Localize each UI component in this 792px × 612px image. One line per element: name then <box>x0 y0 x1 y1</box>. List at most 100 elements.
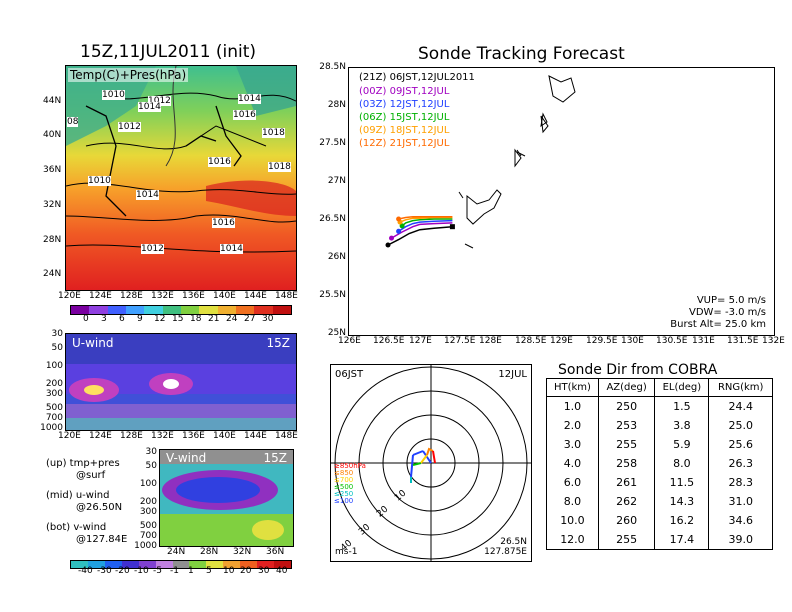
table-cell: 11.5 <box>654 473 710 492</box>
track-line-0 <box>387 225 453 246</box>
height-legend-item: ≤100 <box>334 497 354 505</box>
cbar-tick: 6 <box>119 314 125 324</box>
col-header: HT(km) <box>546 378 599 397</box>
track-legend-3: (06Z) 15JST,12JUL <box>359 112 449 123</box>
table-header-row: HT(km) AZ(deg) EL(deg) RNG(km) <box>546 378 773 397</box>
vwind-x-axis: 24N 28N 32N 36N <box>167 547 300 559</box>
cbar-tick: -20 <box>115 566 130 576</box>
isobar-label: 1012 <box>148 96 171 106</box>
table-row: 8.0 262 14.3 31.0 <box>546 492 773 511</box>
cbar-tick: 40 <box>276 566 288 576</box>
table-cell: 8.0 <box>546 492 599 511</box>
col-header: AZ(deg) <box>597 378 656 397</box>
table-cell: 8.0 <box>654 454 710 473</box>
cbar-tick: -40 <box>78 566 93 576</box>
track-y-tick: 26.5N <box>319 214 346 224</box>
map-lat-tick: 44N <box>43 96 62 106</box>
track-line-5 <box>398 216 453 220</box>
polar-units: ms-1 <box>335 547 358 557</box>
map-lon-tick: 140E <box>213 291 236 301</box>
table-cell: 2.0 <box>546 416 599 435</box>
cbar-tick: 21 <box>208 314 220 324</box>
note-up: (up) tmp+pres <box>46 458 120 469</box>
coastline <box>458 75 576 249</box>
polar-lon: 127.875E <box>484 547 527 557</box>
height-legend-item: ≥850hPa <box>334 462 366 470</box>
legend-label: 18JST,12JUL <box>389 125 450 136</box>
track-plot: (21Z) 06JST,12JUL2011 (00Z) 09JST,12JUL … <box>348 67 775 336</box>
table-cell: 17.4 <box>654 530 710 550</box>
uwind-x-tick: 148E <box>275 431 298 441</box>
cbar-tick: 27 <box>244 314 256 324</box>
map-lat-tick: 28N <box>43 235 62 245</box>
cbar-tick: -30 <box>97 566 112 576</box>
track-legend-1: (00Z) 09JST,12JUL <box>359 86 449 97</box>
table-cell: 26.3 <box>708 454 773 473</box>
table-cell: 14.3 <box>654 492 710 511</box>
cbar-tick: -5 <box>153 566 162 576</box>
uwind-panel: U-wind 15Z <box>65 333 297 431</box>
legend-label: 06JST,12JUL2011 <box>389 72 475 83</box>
track-landing-point-1 <box>389 235 394 241</box>
vwind-x-tick: 32N <box>233 547 252 557</box>
polar-plot: 06JST 12JUL 10 20 30 40 ≥850hPa ≤850 ≤70… <box>330 364 532 562</box>
track-y-tick: 28.5N <box>319 62 346 72</box>
table-cell: 25.0 <box>708 416 773 435</box>
map-label: Temp(C)+Pres(hPa) <box>68 68 189 82</box>
track-legend-4: (09Z) 18JST,12JUL <box>359 125 449 136</box>
uwind-x-tick: 120E <box>58 431 81 441</box>
sonde-dir-table: HT(km) AZ(deg) EL(deg) RNG(km) 1.0 250 1.5… <box>546 378 773 550</box>
table-cell: 34.6 <box>708 511 773 530</box>
wind-colorbar <box>70 560 292 569</box>
track-line-2 <box>398 219 453 232</box>
track-x-tick: 126.5E <box>373 336 405 346</box>
table-cell: 1.0 <box>546 396 599 416</box>
vwind-x-tick: 36N <box>266 547 285 557</box>
table-cell: 10.0 <box>546 511 599 530</box>
height-legend: ≥850hPa ≤850 ≤700 ≤500 ≤250 ≤100 <box>334 463 366 505</box>
table-cell: 3.8 <box>654 416 710 435</box>
cbar-tick: 3 <box>101 314 107 324</box>
cbar-tick: 30 <box>258 566 270 576</box>
vup-annotation: VUP= 5.0 m/s <box>696 295 766 306</box>
map-lon-tick: 128E <box>120 291 143 301</box>
cbar-tick: 18 <box>190 314 202 324</box>
table-cell: 262 <box>597 492 656 511</box>
track-x-tick: 128E <box>479 336 502 346</box>
map-lon-tick: 144E <box>244 291 267 301</box>
wind-colorbar-ticks: -40 -30 -20 -10 -5 -1 1 5 10 20 30 40 <box>78 566 308 576</box>
legend-label: 09JST,12JUL <box>389 86 450 97</box>
table-cell: 261 <box>597 473 656 492</box>
uwind-y-tick: 100 <box>45 361 63 371</box>
isobar-label: 1012 <box>118 122 141 132</box>
track-y-tick: 27.5N <box>319 138 346 148</box>
uwind-label: U-wind <box>72 336 114 350</box>
table-cell: 31.0 <box>708 492 773 511</box>
note-bot: (bot) v-wind <box>46 522 107 533</box>
cbar-tick: 10 <box>223 566 235 576</box>
table-row: 2.0 253 3.8 25.0 <box>546 416 773 435</box>
track-legend-2: (03Z) 12JST,12JUL <box>359 99 449 110</box>
track-x-tick: 130.5E <box>656 336 688 346</box>
track-y-tick: 25N <box>327 328 346 338</box>
cbar-tick: 12 <box>154 314 166 324</box>
track-x-tick: 129E <box>550 336 573 346</box>
cbar-tick: 9 <box>137 314 143 324</box>
table-cell: 4.0 <box>546 454 599 473</box>
table-cell: 255 <box>597 530 656 550</box>
temp-colorbar-ticks: 0 3 6 9 12 15 18 21 24 27 30 <box>83 314 303 324</box>
track-legend-5: (12Z) 21JST,12JUL <box>359 138 449 149</box>
vwind-y-tick: 1000 <box>134 541 157 551</box>
burst-annotation: Burst Alt= 25.0 km <box>670 319 766 330</box>
track-x-tick: 129.5E <box>586 336 618 346</box>
uwind-x-tick: 124E <box>89 431 112 441</box>
table-cell: 39.0 <box>708 530 773 550</box>
vwind-time: 15Z <box>263 451 288 465</box>
height-legend-item: ≤500 <box>334 483 354 491</box>
polar-lat: 26.5N <box>500 537 527 547</box>
track-landing-point-5 <box>396 216 402 222</box>
track-line-3 <box>401 218 453 227</box>
track-legend-0: (21Z) 06JST,12JUL2011 <box>359 72 475 83</box>
table-cell: 258 <box>597 454 656 473</box>
isobar-label: 1014 <box>238 94 261 104</box>
